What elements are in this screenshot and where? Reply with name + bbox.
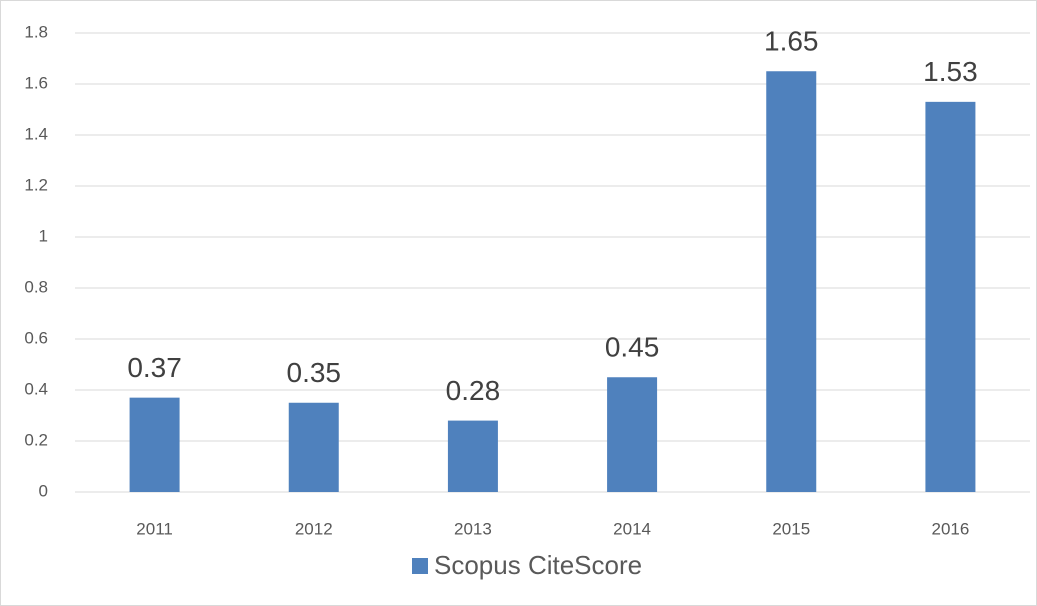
- y-tick-label: 1.2: [24, 175, 48, 194]
- bar: [447, 420, 498, 492]
- data-label: 1.53: [923, 56, 978, 87]
- data-label: 0.45: [605, 332, 660, 363]
- x-tick-label: 2015: [772, 519, 810, 538]
- x-tick-label: 2012: [295, 519, 333, 538]
- legend-swatch: [412, 558, 428, 574]
- x-tick-label: 2016: [932, 519, 970, 538]
- bar: [288, 402, 339, 492]
- y-tick-label: 0.4: [24, 379, 48, 398]
- data-label: 0.35: [287, 357, 342, 388]
- data-label: 0.28: [446, 375, 501, 406]
- x-tick-label: 2014: [613, 519, 651, 538]
- y-tick-label: 1: [39, 226, 48, 245]
- bar: [766, 71, 817, 492]
- bar: [129, 397, 180, 492]
- bar: [607, 377, 658, 492]
- x-tick-label: 2011: [136, 519, 173, 538]
- legend-label: Scopus CiteScore: [434, 550, 642, 580]
- y-tick-label: 1.6: [24, 73, 48, 92]
- y-tick-label: 0.6: [24, 328, 48, 347]
- y-tick-label: 1.8: [24, 22, 48, 41]
- y-tick-label: 0: [39, 481, 48, 500]
- y-tick-label: 0.8: [24, 277, 48, 296]
- data-label: 0.37: [127, 352, 182, 383]
- x-tick-label: 2013: [454, 519, 492, 538]
- data-label: 1.65: [764, 26, 819, 57]
- bar: [925, 101, 976, 492]
- y-tick-label: 1.4: [24, 124, 48, 143]
- y-tick-label: 0.2: [24, 430, 48, 449]
